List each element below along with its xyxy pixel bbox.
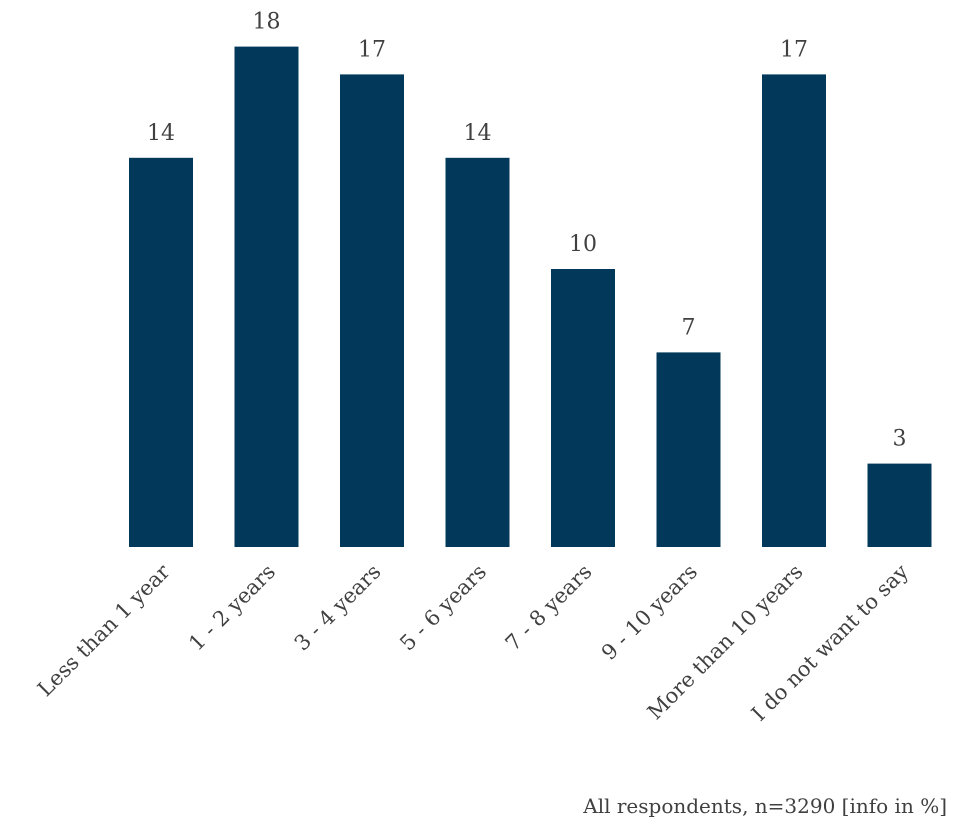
bar: [445, 157, 510, 548]
bar: [762, 74, 826, 548]
bar-value-label: 14: [147, 121, 175, 146]
bar: [867, 463, 932, 547]
bar-value-label: 17: [358, 37, 386, 62]
category-tick-label: 1 - 2 years: [184, 560, 280, 656]
value-labels-layer: 14 18 17 14 10 7 17 3: [147, 10, 907, 452]
bar-value-label: 10: [569, 232, 597, 257]
bar: [129, 157, 193, 548]
chart-footnote: All respondents, n=3290 [info in %]: [583, 794, 947, 818]
bar-value-label: 3: [893, 427, 907, 452]
bar-value-label: 7: [682, 315, 696, 340]
bar: [340, 74, 404, 548]
category-tick-label: 9 - 10 years: [597, 560, 702, 665]
bar-value-label: 18: [253, 10, 281, 35]
category-tick-label: 5 - 6 years: [395, 560, 491, 656]
bar: [234, 46, 299, 547]
category-tick-label: Less than 1 year: [33, 559, 175, 701]
category-tick-label: 7 - 8 years: [501, 560, 597, 656]
bar: [656, 352, 721, 547]
bar-value-label: 14: [464, 121, 492, 146]
bars-layer: [129, 46, 932, 548]
bar: [551, 269, 615, 547]
bar-value-label: 17: [780, 37, 808, 62]
category-labels-layer: Less than 1 year 1 - 2 years 3 - 4 years 5 …: [33, 559, 913, 726]
category-tick-label: 3 - 4 years: [290, 560, 386, 656]
